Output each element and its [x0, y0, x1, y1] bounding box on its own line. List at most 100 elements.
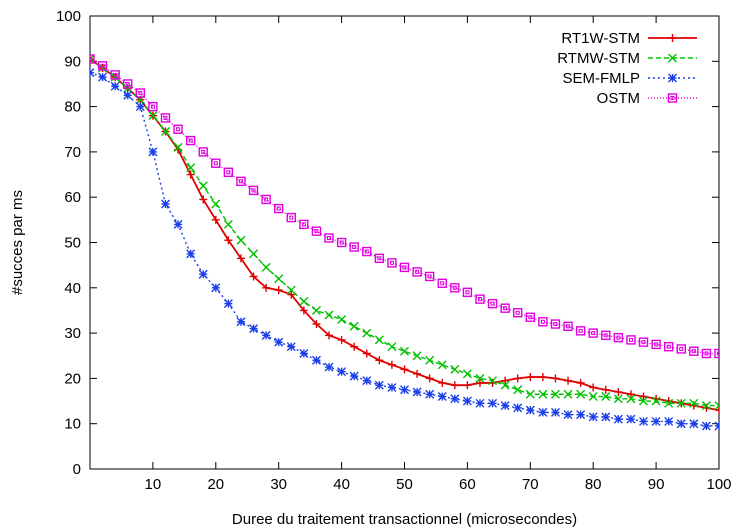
data-point — [475, 378, 484, 387]
data-point — [287, 290, 296, 299]
legend-label: SEM-FMLP — [562, 70, 640, 87]
data-point — [236, 317, 246, 327]
legend-item: OSTM — [597, 90, 697, 107]
data-point — [450, 394, 460, 404]
data-point — [160, 199, 170, 209]
legend-marker — [668, 34, 677, 42]
data-point — [160, 113, 171, 123]
data-point — [424, 271, 435, 282]
data-point — [689, 398, 699, 408]
legend-marker — [667, 93, 678, 103]
data-point — [601, 392, 611, 402]
y-tick-label: 20 — [64, 370, 81, 387]
data-point — [274, 274, 284, 284]
x-tick-label: 50 — [396, 476, 413, 493]
data-point — [299, 296, 309, 306]
data-point — [413, 369, 422, 378]
data-point — [110, 70, 120, 80]
data-point — [286, 342, 296, 352]
data-point — [224, 236, 233, 245]
x-tick-label: 30 — [270, 476, 287, 493]
data-point — [425, 374, 434, 383]
data-point — [198, 147, 208, 157]
data-point — [97, 61, 108, 71]
axis-ticks — [90, 15, 720, 470]
data-point — [90, 55, 94, 64]
data-point — [438, 378, 447, 387]
data-point — [324, 310, 334, 320]
data-point — [98, 72, 108, 82]
data-point — [462, 369, 472, 379]
data-point — [262, 283, 271, 292]
data-point — [274, 286, 283, 295]
data-point — [249, 272, 258, 281]
data-point — [462, 396, 472, 406]
data-point — [663, 341, 674, 352]
data-point — [387, 342, 397, 352]
data-point — [714, 421, 719, 431]
data-point — [110, 72, 120, 82]
data-point — [437, 278, 447, 288]
data-point — [563, 321, 573, 332]
data-point — [550, 389, 560, 399]
data-point — [513, 403, 523, 413]
data-point — [538, 389, 548, 399]
legend-item: SEM-FMLP — [562, 70, 697, 87]
data-point — [450, 283, 460, 293]
data-point — [173, 219, 183, 229]
data-point — [261, 194, 271, 205]
data-point — [488, 398, 498, 408]
data-point — [374, 335, 384, 345]
data-point — [701, 348, 712, 359]
data-point — [349, 321, 359, 331]
data-point — [613, 414, 623, 424]
data-point — [513, 385, 523, 395]
x-axis-label: Duree du traitement transactionnel (micr… — [232, 511, 577, 528]
data-point — [538, 407, 548, 417]
data-point — [236, 235, 246, 245]
data-point — [588, 412, 598, 422]
data-point — [374, 253, 385, 264]
data-point — [475, 373, 485, 383]
data-point — [475, 294, 485, 304]
data-point — [90, 54, 95, 64]
data-point — [651, 339, 661, 350]
x-tick-label: 90 — [648, 476, 665, 493]
data-point — [349, 371, 359, 381]
data-point — [639, 416, 649, 426]
data-point — [123, 79, 133, 89]
data-point — [564, 376, 573, 385]
data-point — [199, 195, 208, 204]
data-point — [186, 249, 196, 259]
data-point — [450, 381, 459, 390]
legend-item: RTMW-STM — [557, 50, 697, 67]
tick-labels: 0 10 20 30 40 50 60 70 80 90 100 10 20 30 40 50 60 70 80 90… — [56, 8, 732, 493]
x-tick-label: 70 — [522, 476, 539, 493]
legend-item: RT1W-STM — [561, 30, 697, 47]
data-point — [261, 330, 271, 340]
data-point — [576, 389, 586, 399]
data-point — [626, 390, 635, 399]
data-point — [576, 378, 585, 387]
data-point — [387, 258, 397, 268]
data-point — [639, 392, 648, 401]
data-point — [626, 394, 636, 404]
data-point — [412, 387, 422, 397]
data-point — [664, 416, 674, 426]
data-point — [676, 344, 686, 354]
data-point — [90, 54, 95, 64]
data-point — [362, 349, 371, 358]
x-tick-label: 80 — [585, 476, 602, 493]
data-point — [110, 81, 120, 91]
data-point — [186, 170, 195, 179]
data-point — [400, 365, 409, 374]
data-point — [90, 68, 95, 78]
data-point — [500, 303, 510, 313]
data-point — [525, 312, 535, 322]
data-point — [123, 90, 133, 100]
x-tick-label: 20 — [207, 476, 224, 493]
data-point — [186, 163, 196, 173]
data-point — [437, 360, 447, 370]
data-point — [576, 410, 586, 420]
legend-label: RTMW-STM — [557, 50, 640, 67]
